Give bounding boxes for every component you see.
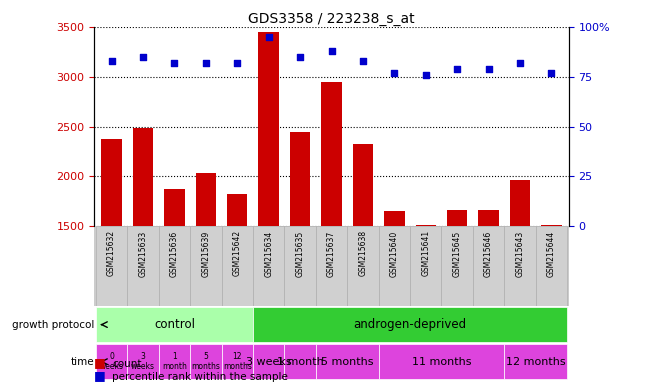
Text: GSM215640: GSM215640 (390, 230, 399, 276)
Text: GSM215644: GSM215644 (547, 230, 556, 276)
Bar (127, 344, 159, 379)
Point (263, 34, 274, 40)
Point (232, 60, 242, 66)
Bar (96, 226, 127, 306)
Bar (379, 344, 504, 379)
Bar (415, 225, 436, 376)
Title: GDS3358 / 223238_s_at: GDS3358 / 223238_s_at (248, 12, 415, 26)
Bar (190, 344, 222, 379)
Text: 1
month: 1 month (162, 352, 187, 371)
Bar (127, 226, 159, 306)
Bar (478, 210, 499, 376)
Bar (222, 226, 253, 306)
Bar (379, 226, 410, 306)
Text: GSM215643: GSM215643 (515, 230, 525, 276)
Point (138, 54, 148, 60)
Text: 12
months: 12 months (223, 352, 252, 371)
Point (452, 66, 462, 72)
Bar (316, 226, 347, 306)
Bar (259, 32, 279, 376)
Text: 12 months: 12 months (506, 357, 566, 367)
Text: GSM215636: GSM215636 (170, 230, 179, 276)
Point (169, 60, 179, 66)
Text: GSM215639: GSM215639 (202, 230, 211, 276)
Bar (510, 180, 530, 376)
Point (484, 66, 494, 72)
Text: GSM215632: GSM215632 (107, 230, 116, 276)
Bar (447, 210, 467, 376)
Text: percentile rank within the sample: percentile rank within the sample (112, 372, 289, 382)
Text: control: control (154, 318, 195, 331)
Point (295, 54, 306, 60)
Bar (133, 127, 153, 376)
Bar (284, 344, 316, 379)
Point (326, 48, 337, 54)
Bar (196, 174, 216, 376)
Text: GSM215634: GSM215634 (264, 230, 273, 276)
Text: 5 months: 5 months (321, 357, 374, 367)
Text: time: time (70, 357, 94, 367)
Bar (284, 226, 316, 306)
Bar (96, 344, 127, 379)
Bar (473, 226, 504, 306)
Bar (227, 194, 248, 376)
Text: GSM215641: GSM215641 (421, 230, 430, 276)
Text: 0
weeks: 0 weeks (99, 352, 124, 371)
Bar (353, 144, 373, 376)
Bar (253, 307, 567, 343)
Text: count: count (112, 359, 142, 369)
Text: GSM215638: GSM215638 (358, 230, 367, 276)
Bar (541, 225, 562, 376)
Point (107, 58, 117, 64)
Bar (321, 82, 342, 376)
Point (546, 70, 556, 76)
Text: GSM215645: GSM215645 (452, 230, 462, 276)
Bar (96, 307, 253, 343)
Bar (101, 139, 122, 376)
Text: ■: ■ (94, 369, 106, 382)
Bar (164, 189, 185, 376)
Point (201, 60, 211, 66)
Text: GSM215646: GSM215646 (484, 230, 493, 276)
Bar (384, 211, 404, 376)
Bar (410, 226, 441, 306)
Point (389, 70, 400, 76)
Bar (190, 226, 222, 306)
Text: 3
weeks: 3 weeks (131, 352, 155, 371)
Bar (316, 344, 379, 379)
Bar (536, 226, 567, 306)
Bar (441, 226, 473, 306)
Text: GSM215642: GSM215642 (233, 230, 242, 276)
Text: GSM215633: GSM215633 (138, 230, 148, 276)
Bar (253, 226, 284, 306)
Text: growth protocol: growth protocol (12, 319, 94, 329)
Text: 5
months: 5 months (191, 352, 220, 371)
Bar (222, 344, 253, 379)
Bar (290, 132, 310, 376)
Bar (159, 226, 190, 306)
Bar (347, 226, 379, 306)
Text: GSM215635: GSM215635 (296, 230, 305, 276)
Bar (504, 226, 536, 306)
Point (515, 60, 525, 66)
Text: GSM215637: GSM215637 (327, 230, 336, 276)
Text: 3 weeks: 3 weeks (246, 357, 291, 367)
Point (358, 58, 368, 64)
Bar (504, 344, 567, 379)
Point (421, 72, 431, 78)
Bar (159, 344, 190, 379)
Text: androgen-deprived: androgen-deprived (354, 318, 467, 331)
Bar (253, 344, 284, 379)
Text: 1 month: 1 month (277, 357, 324, 367)
Text: 11 months: 11 months (411, 357, 471, 367)
Text: ■: ■ (94, 356, 106, 369)
